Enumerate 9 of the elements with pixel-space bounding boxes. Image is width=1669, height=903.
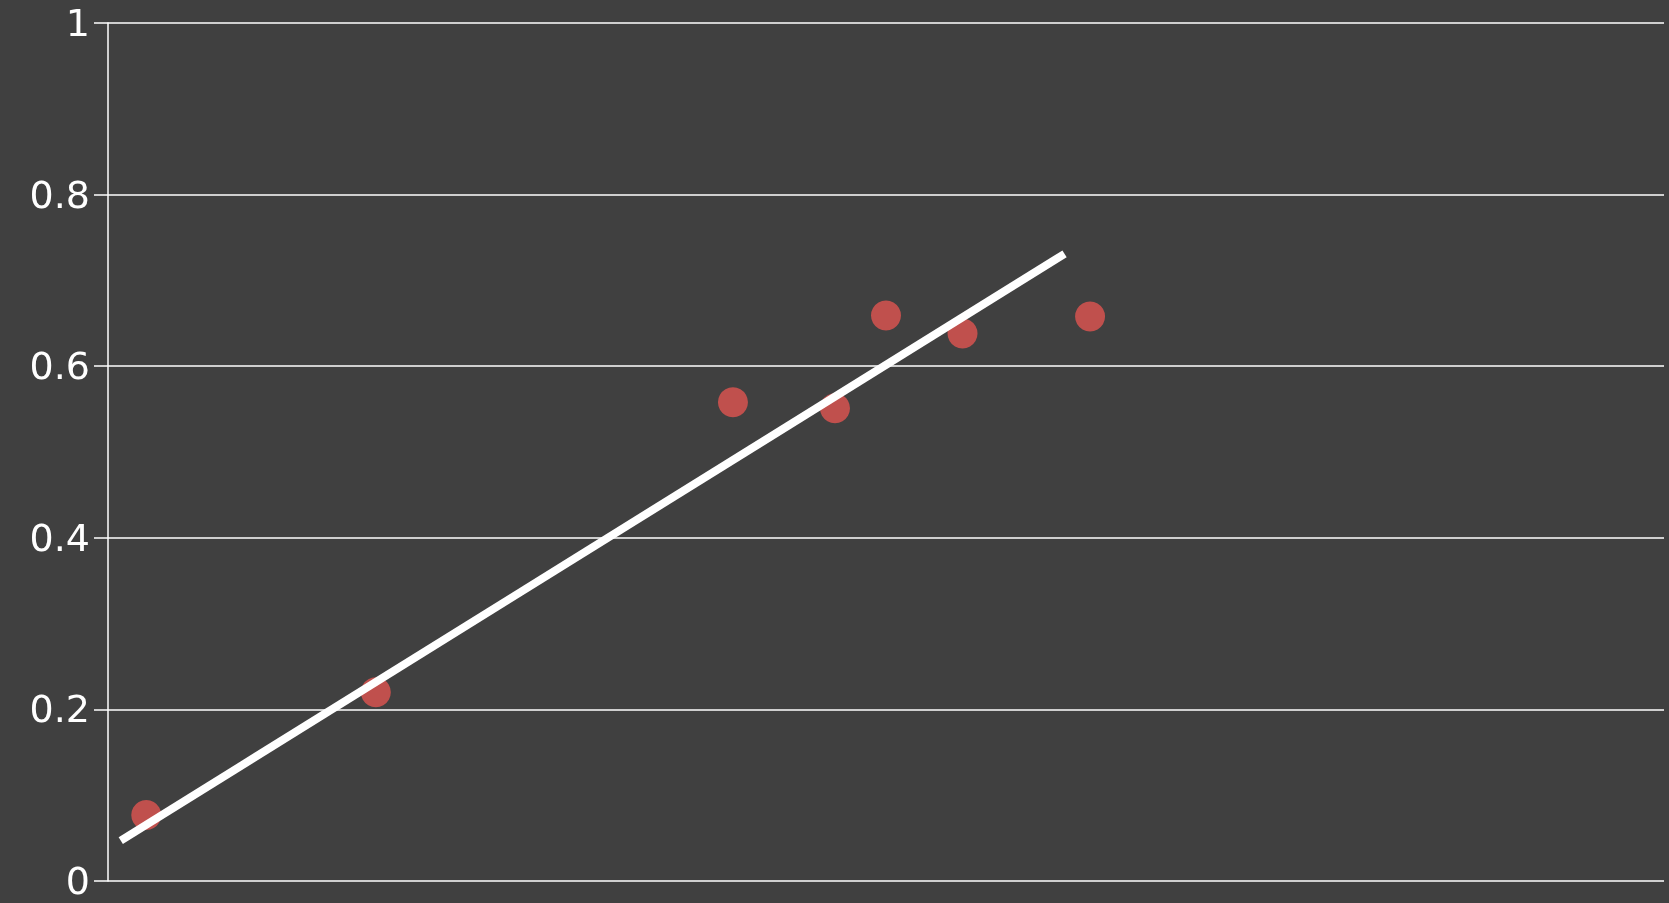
y-tick-label: 1 — [65, 1, 90, 45]
y-tick-label: 0.6 — [29, 344, 90, 389]
y-tick-label: 0.8 — [29, 172, 90, 217]
y-tick-label: 0.2 — [29, 687, 90, 732]
y-tick-label: 0.4 — [29, 515, 90, 560]
point — [717, 387, 748, 418]
point — [871, 300, 901, 331]
y-tick-label: 0 — [65, 859, 90, 903]
point — [1075, 301, 1106, 332]
